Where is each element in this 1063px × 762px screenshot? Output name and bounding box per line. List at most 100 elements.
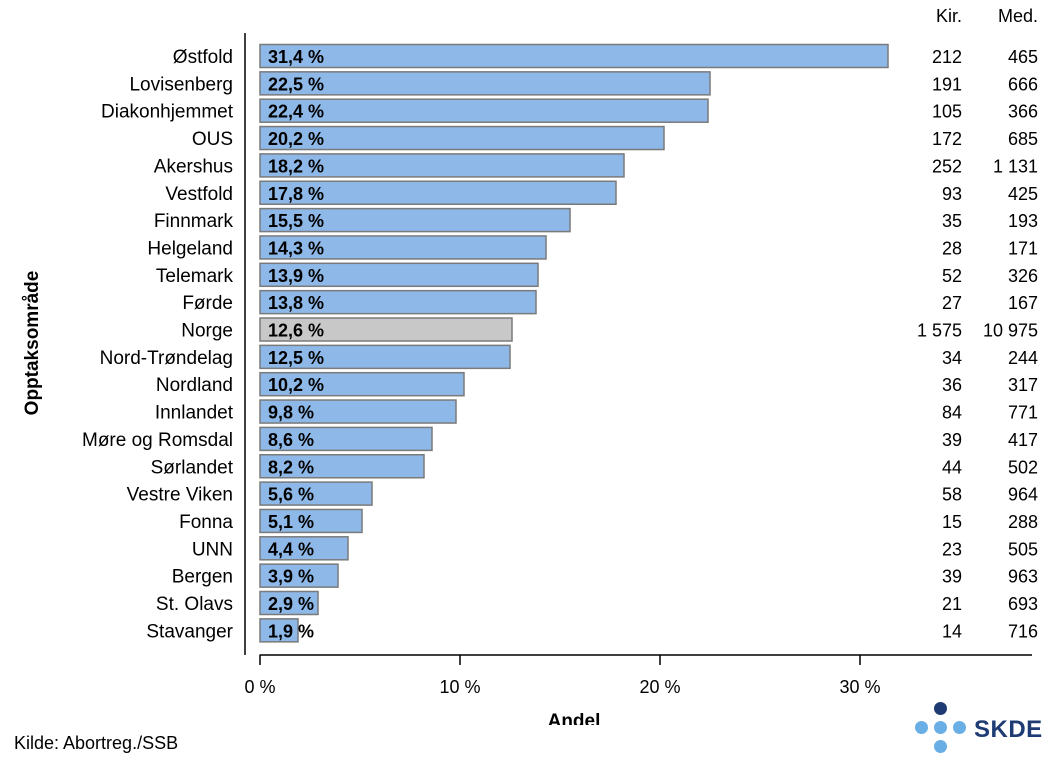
bar-chart: 0 % 10 % 20 % 30 % Kir. Med.Østfold 31,4 % 212… <box>22 6 1038 725</box>
table-cell: 10 975 <box>983 321 1038 341</box>
data-label: 22,5 % <box>268 74 324 94</box>
category-label: Førde <box>182 293 233 314</box>
data-label: 10,2 % <box>268 375 324 395</box>
table-cell: 288 <box>1008 512 1038 532</box>
table-cell: 167 <box>1008 293 1038 313</box>
table-cell: 212 <box>932 47 962 67</box>
table-header: Kir. <box>936 6 962 26</box>
bar <box>259 153 625 178</box>
logo-dot-icon <box>934 740 947 753</box>
table-cell: 963 <box>1008 567 1038 587</box>
bar <box>259 235 547 260</box>
table-cell: 366 <box>1008 102 1038 122</box>
category-label: UNN <box>192 539 233 560</box>
logo-text: SKDE <box>974 716 1043 743</box>
table-cell: 193 <box>1008 211 1038 231</box>
table-cell: 15 <box>942 512 962 532</box>
table-cell: 465 <box>1008 47 1038 67</box>
table-header: Med. <box>998 6 1038 26</box>
skde-logo: SKDE <box>912 700 1057 760</box>
data-label: 12,5 % <box>268 348 324 368</box>
bar <box>259 289 537 315</box>
x-tick-label: 10 % <box>439 677 480 697</box>
table-cell: 1 575 <box>917 321 962 341</box>
table-cell: 93 <box>942 184 962 204</box>
category-label: OUS <box>192 129 233 150</box>
table-cell: 171 <box>1008 238 1038 258</box>
data-label: 9,8 % <box>268 403 314 423</box>
table-cell: 27 <box>942 293 962 313</box>
data-label: 5,1 % <box>268 512 314 532</box>
table-cell: 14 <box>942 621 962 641</box>
data-label: 8,2 % <box>268 457 314 477</box>
table-cell: 36 <box>942 375 962 395</box>
table-cell: 172 <box>932 129 962 149</box>
data-label: 13,8 % <box>268 293 324 313</box>
category-label: Østfold <box>173 47 233 68</box>
bar <box>259 508 363 534</box>
category-label: Nord-Trøndelag <box>100 348 233 369</box>
bar <box>259 43 889 69</box>
table-cell: 252 <box>932 156 962 176</box>
data-label: 12,6 % <box>268 321 324 341</box>
table-cell: 666 <box>1008 74 1038 94</box>
table-cell: 685 <box>1008 129 1038 149</box>
bar <box>259 125 665 151</box>
data-label: 13,9 % <box>268 266 324 286</box>
x-tick-label: 20 % <box>639 677 680 697</box>
table-cell: 35 <box>942 211 962 231</box>
bar <box>259 563 339 588</box>
category-label: Helgeland <box>147 238 233 259</box>
data-label: 4,4 % <box>268 539 314 559</box>
y-axis-title: Opptaksområde <box>22 271 43 416</box>
table-cell: 39 <box>942 430 962 450</box>
table-cell: 191 <box>932 74 962 94</box>
category-label: Diakonhjemmet <box>101 102 234 123</box>
category-label: Møre og Romsdal <box>82 430 233 451</box>
table-cell: 716 <box>1008 621 1038 641</box>
table-cell: 425 <box>1008 184 1038 204</box>
bar <box>259 371 465 397</box>
logo-dot-icon <box>934 702 947 715</box>
table-cell: 28 <box>942 238 962 258</box>
bar <box>259 207 571 233</box>
category-label: Nordland <box>156 375 233 396</box>
table-cell: 771 <box>1008 403 1038 423</box>
bar <box>259 180 617 205</box>
table-cell: 34 <box>942 348 962 368</box>
table-cell: 23 <box>942 539 962 559</box>
data-label: 20,2 % <box>268 129 324 149</box>
table-cell: 326 <box>1008 266 1038 286</box>
data-label: 1,9 % <box>268 621 314 641</box>
table-cell: 21 <box>942 594 962 614</box>
bars <box>259 43 889 643</box>
bar <box>259 590 319 616</box>
category-label: Vestfold <box>165 184 233 205</box>
table-cell: 693 <box>1008 594 1038 614</box>
table-cell: 964 <box>1008 485 1038 505</box>
data-label: 2,9 % <box>268 594 314 614</box>
logo-dot-icon <box>934 721 947 734</box>
category-label: Bergen <box>172 567 233 588</box>
logo-dot-icon <box>953 721 966 734</box>
table-cell: 44 <box>942 457 962 477</box>
bar <box>259 426 433 452</box>
category-label: Sørlandet <box>151 457 234 478</box>
bar <box>259 344 511 370</box>
category-label: Telemark <box>156 266 234 287</box>
category-label: Akershus <box>154 156 233 177</box>
category-label: Norge <box>181 321 233 342</box>
category-label: Lovisenberg <box>129 74 233 95</box>
data-label: 31,4 % <box>268 47 324 67</box>
x-tick-label: 0 % <box>244 677 275 697</box>
bar <box>259 262 539 288</box>
x-tick-label: 30 % <box>839 677 880 697</box>
category-label: Innlandet <box>155 403 234 424</box>
data-label: 15,5 % <box>268 211 324 231</box>
logo-dot-icon <box>915 721 928 734</box>
category-label: Finnmark <box>154 211 234 232</box>
bar <box>259 98 709 123</box>
data-label: 5,6 % <box>268 485 314 505</box>
table-cell: 505 <box>1008 539 1038 559</box>
data-label: 8,6 % <box>268 430 314 450</box>
